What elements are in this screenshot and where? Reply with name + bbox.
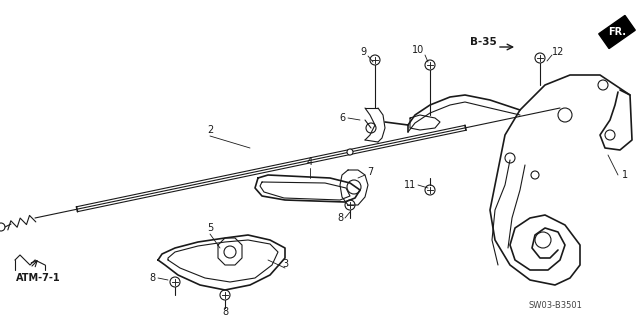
- Text: 3: 3: [282, 259, 288, 269]
- FancyBboxPatch shape: [599, 15, 636, 48]
- Text: SW03-B3501: SW03-B3501: [528, 300, 582, 309]
- Text: 1: 1: [622, 170, 628, 180]
- Text: 8: 8: [222, 307, 228, 317]
- Text: 6: 6: [339, 113, 345, 123]
- Circle shape: [347, 149, 353, 155]
- Text: ATM-7-1: ATM-7-1: [16, 273, 60, 283]
- Text: 2: 2: [207, 125, 213, 135]
- Text: 8: 8: [149, 273, 155, 283]
- Text: 9: 9: [360, 47, 366, 57]
- Text: 10: 10: [412, 45, 424, 55]
- Text: 8: 8: [337, 213, 343, 223]
- Text: 11: 11: [404, 180, 416, 190]
- Text: 4: 4: [307, 157, 313, 167]
- Text: B-35: B-35: [470, 37, 497, 47]
- Text: 5: 5: [207, 223, 213, 233]
- Text: FR.: FR.: [608, 27, 626, 37]
- Text: 12: 12: [552, 47, 564, 57]
- Text: 7: 7: [367, 167, 373, 177]
